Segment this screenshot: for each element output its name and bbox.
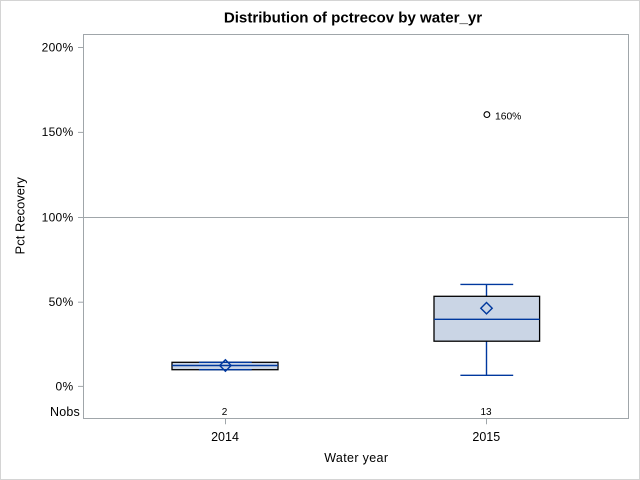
svg-text:13: 13 — [480, 407, 492, 418]
svg-text:160%: 160% — [495, 111, 521, 122]
svg-text:2014: 2014 — [211, 430, 239, 444]
svg-text:2: 2 — [222, 407, 228, 418]
svg-text:150%: 150% — [42, 125, 74, 139]
svg-text:50%: 50% — [49, 295, 74, 309]
svg-text:2015: 2015 — [472, 430, 500, 444]
svg-text:0%: 0% — [56, 380, 74, 394]
svg-text:Nobs: Nobs — [50, 405, 80, 419]
svg-text:Water year: Water year — [324, 451, 388, 465]
svg-text:Distribution of pctrecov by wa: Distribution of pctrecov by water_yr — [224, 9, 482, 26]
svg-text:200%: 200% — [42, 40, 74, 54]
svg-text:Pct Recovery: Pct Recovery — [12, 177, 27, 255]
svg-text:100%: 100% — [42, 210, 74, 224]
